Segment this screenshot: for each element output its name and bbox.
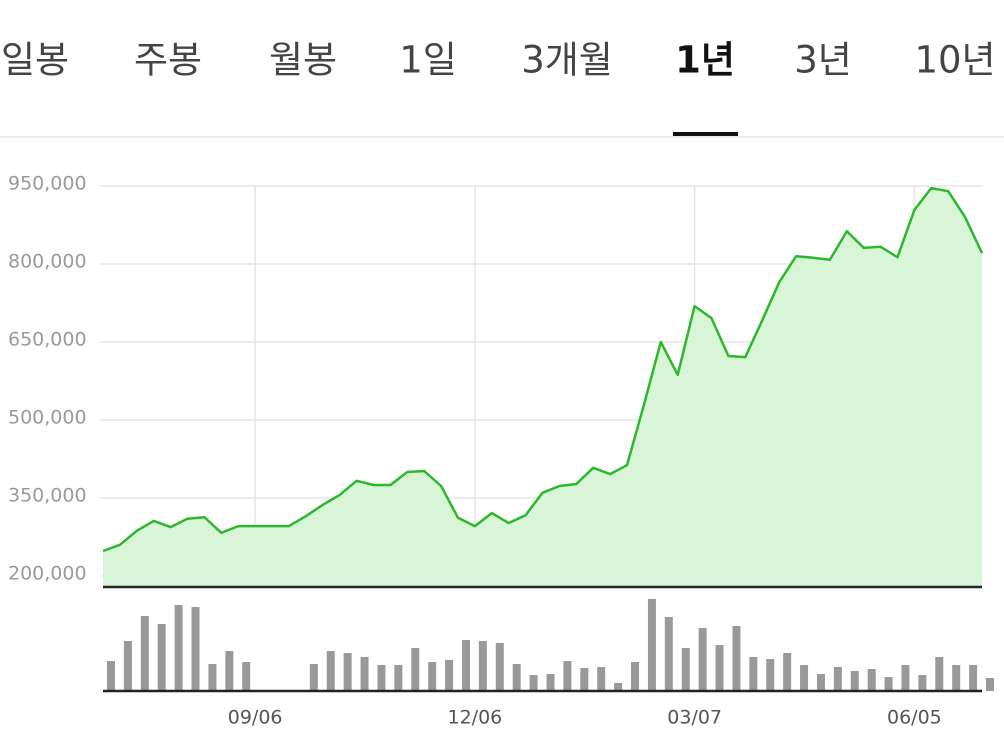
y-tick-label: 650,000 [8, 329, 87, 351]
volume-bar [326, 651, 335, 691]
x-tick-label: 09/06 [228, 707, 283, 729]
volume-bar [850, 671, 859, 691]
volume-bar [698, 628, 707, 691]
tab[interactable]: 주봉 [134, 39, 202, 82]
volume-bar [445, 660, 454, 691]
volume-bar [732, 626, 741, 691]
tab[interactable]: 월봉 [269, 39, 337, 82]
tab[interactable]: 1년 [675, 39, 735, 82]
volume-bar [461, 640, 470, 691]
volume-bar [783, 653, 792, 691]
volume-bar [208, 664, 217, 691]
volume-bar [360, 657, 369, 691]
volume-bar [580, 668, 589, 691]
x-tick-label: 06/05 [887, 707, 942, 729]
y-tick-label: 350,000 [8, 485, 87, 507]
volume-bar [394, 665, 403, 691]
volume-bar [107, 661, 115, 691]
volume-bar [478, 641, 487, 691]
volume-bar [664, 617, 673, 691]
volume-bar [952, 665, 961, 691]
volume-bar [174, 605, 183, 691]
volume-bar [901, 665, 910, 691]
volume-bar [749, 657, 758, 691]
price-line [102, 186, 984, 553]
tab[interactable]: 3년 [794, 39, 852, 82]
volume-bar [631, 662, 640, 691]
volume-bar [614, 683, 623, 691]
volume-bar [140, 616, 149, 691]
tab[interactable]: 3개월 [521, 39, 613, 82]
tab[interactable]: 1일 [399, 39, 457, 82]
y-tick-label: 200,000 [8, 563, 87, 585]
volume-bar [918, 675, 927, 691]
volume-bar [986, 678, 994, 691]
tab-underline [673, 132, 738, 136]
volume-bar [816, 674, 825, 691]
volume-bar [800, 665, 809, 691]
volume-bar [123, 641, 132, 691]
volume-bar [935, 657, 944, 691]
volume-bar [597, 667, 606, 691]
volume-bar [411, 648, 420, 691]
y-tick-label: 500,000 [8, 407, 87, 429]
volume-bar [884, 677, 893, 691]
tab[interactable]: 일봉 [1, 39, 69, 82]
price-area [103, 188, 982, 587]
x-tick-label: 12/06 [448, 707, 503, 729]
y-tick-label: 950,000 [8, 173, 87, 195]
volume-bar [343, 653, 352, 691]
volume-bar [225, 651, 234, 691]
volume-bar [309, 664, 318, 691]
volume-bar [512, 664, 521, 691]
volume-bar [529, 675, 538, 691]
volume-bar [867, 669, 876, 691]
volume-bar [495, 643, 504, 691]
tab[interactable]: 10년 [914, 39, 995, 82]
x-tick-label: 03/07 [667, 707, 722, 729]
volume-bar [647, 599, 656, 691]
y-tick-label: 800,000 [8, 251, 87, 273]
volume-bar [766, 659, 775, 691]
volume-bar [546, 674, 555, 691]
volume-bar [969, 665, 978, 691]
volume-bar [242, 662, 251, 691]
volume-bar [715, 645, 724, 691]
volume-bar [563, 661, 572, 691]
volume-bar [681, 648, 690, 691]
volume-bar [428, 662, 437, 691]
volume-bar [157, 624, 166, 691]
volume-bar [191, 607, 200, 691]
volume-bar [833, 667, 842, 691]
volume-bar [377, 665, 386, 691]
